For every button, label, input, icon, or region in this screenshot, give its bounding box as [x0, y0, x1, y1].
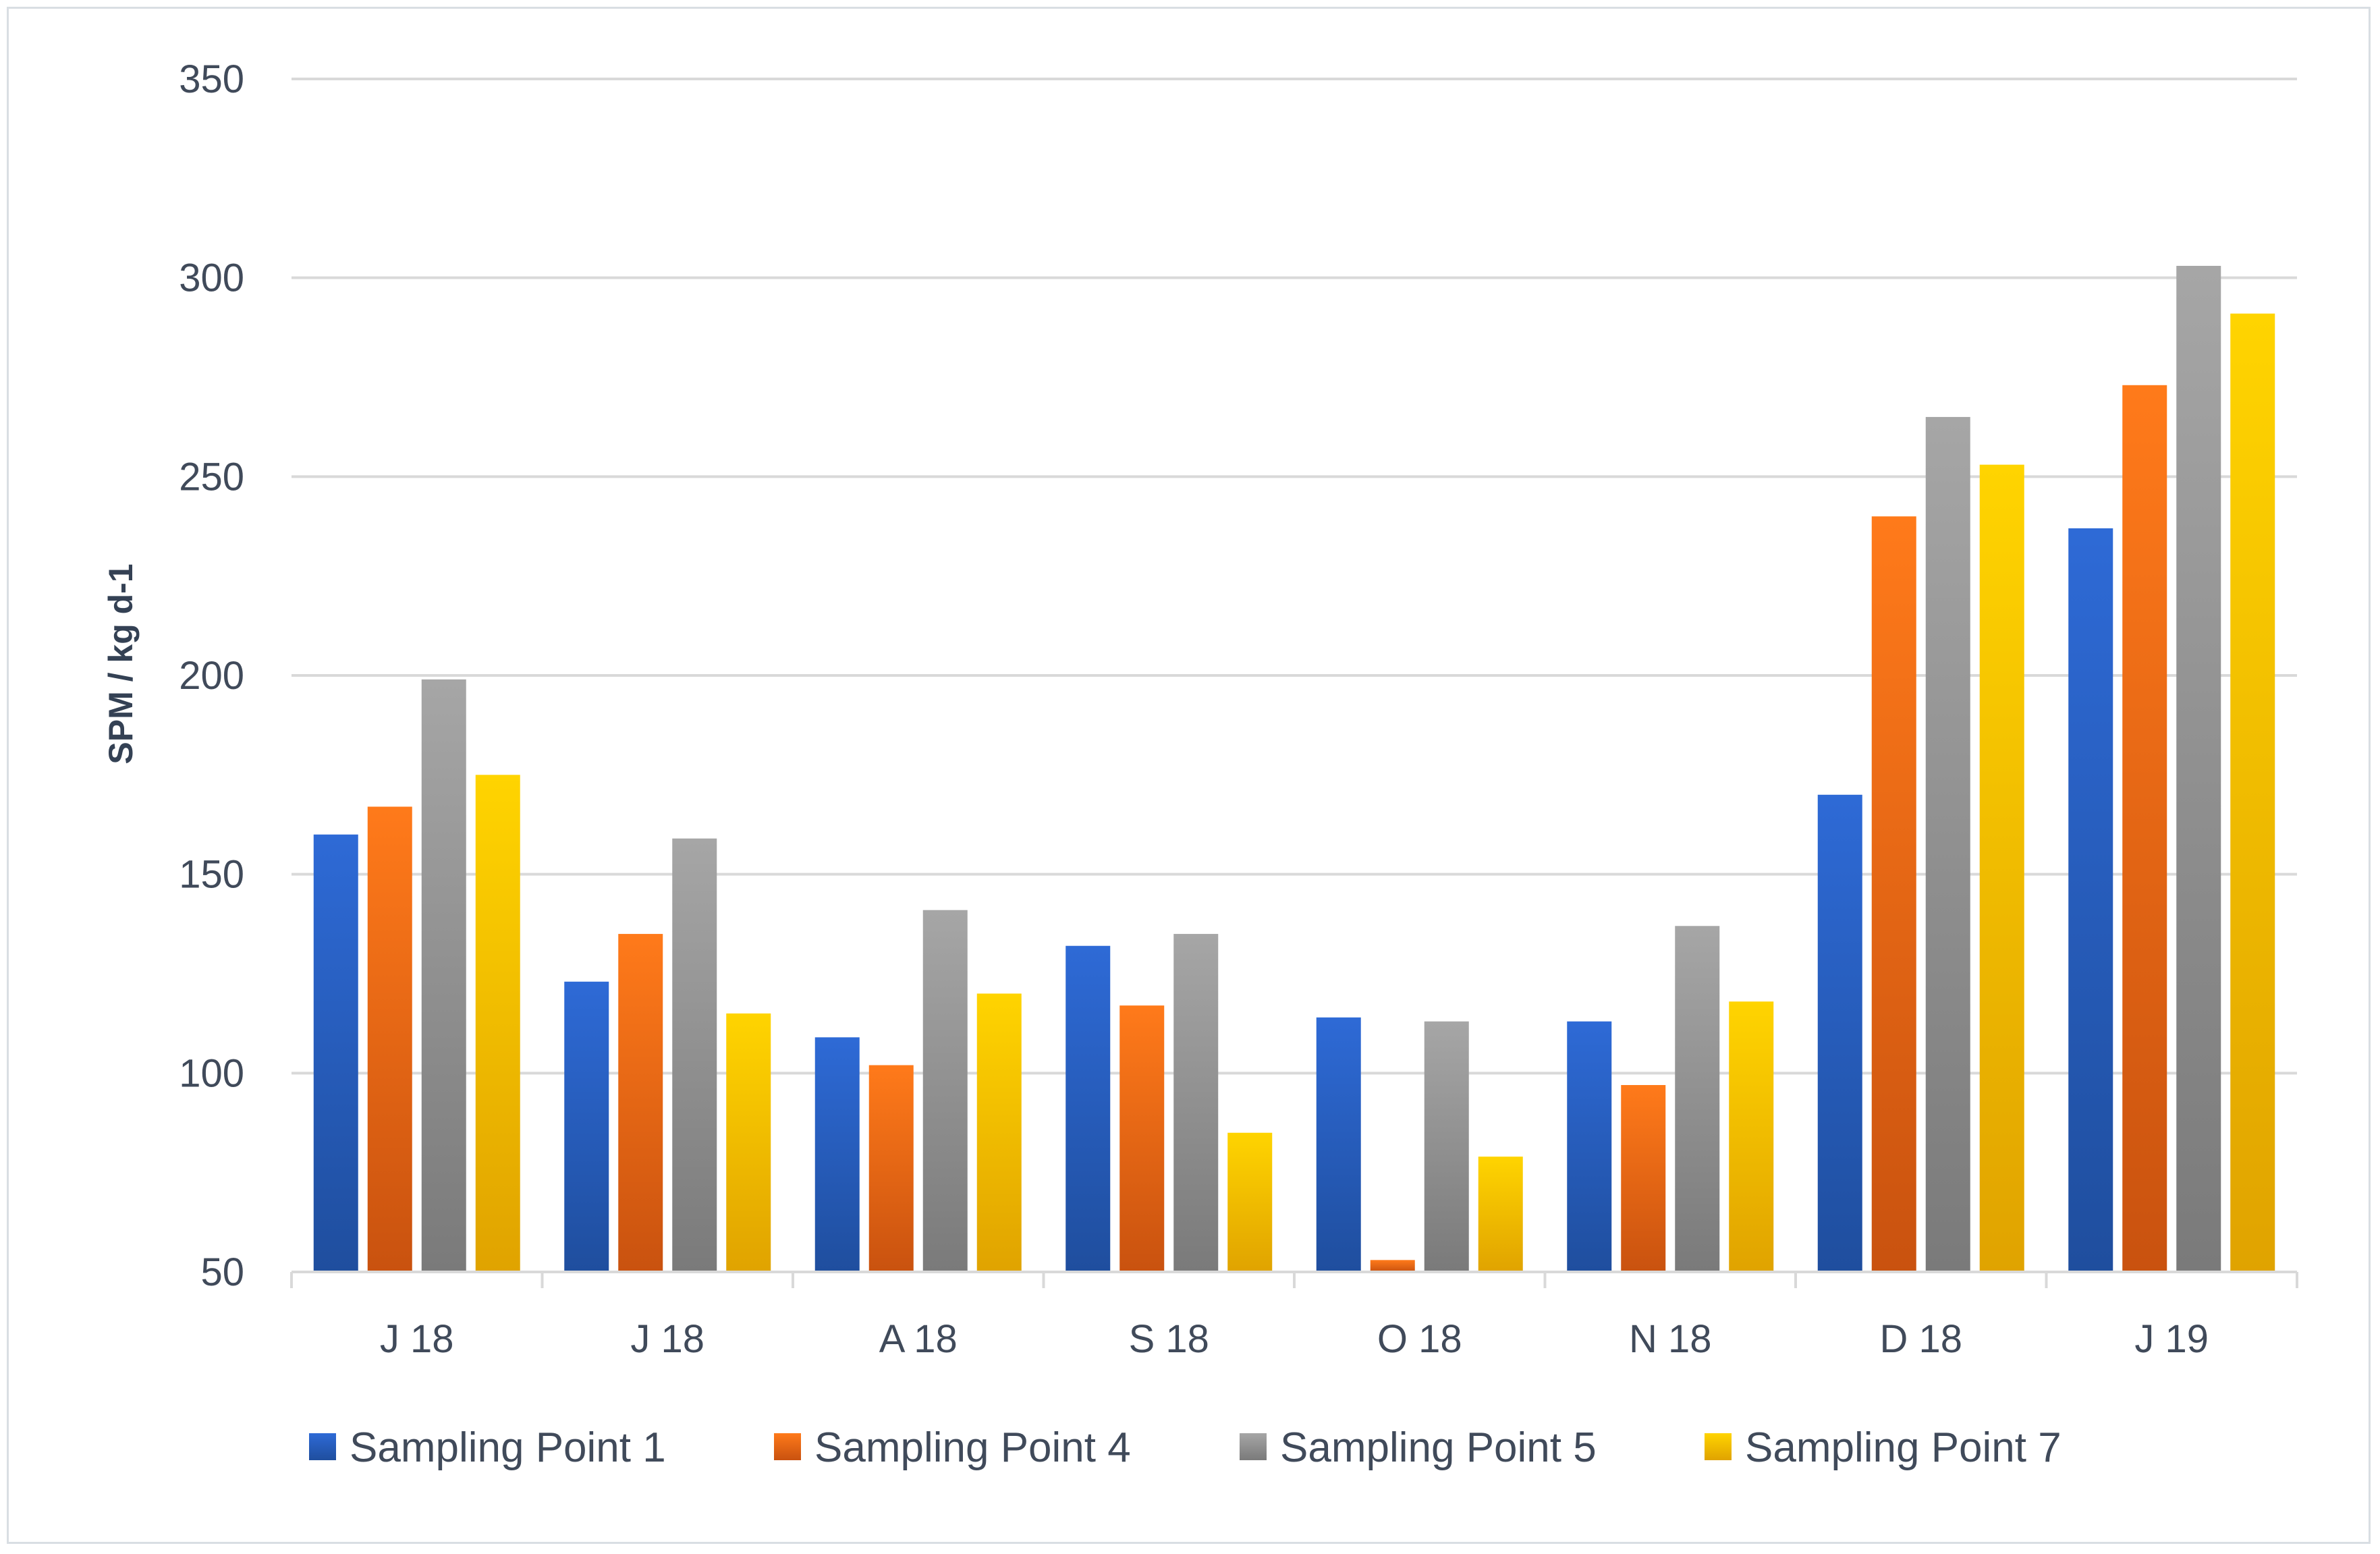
bar-sampling-point-7-7	[2230, 313, 2275, 1272]
bar-sampling-point-5-4	[1424, 1021, 1469, 1272]
legend-label: Sampling Point 1	[350, 1424, 666, 1471]
y-tick-label: 150	[179, 853, 244, 897]
bar-sampling-point-7-2	[976, 993, 1022, 1272]
bar-sampling-point-5-1	[672, 838, 717, 1272]
bar-sampling-point-4-2	[868, 1065, 914, 1272]
bar-sampling-point-5-6	[1925, 416, 1970, 1272]
bar-sampling-point-5-2	[922, 910, 968, 1272]
y-tick-label: 50	[200, 1250, 244, 1294]
legend-swatch	[1705, 1433, 1732, 1460]
y-tick-label: 250	[179, 455, 244, 499]
x-tick-label: J 19	[2134, 1317, 2209, 1361]
x-tick-label: J 18	[380, 1317, 454, 1361]
bar-sampling-point-5-3	[1173, 934, 1219, 1272]
bar-sampling-point-7-4	[1478, 1157, 1523, 1272]
bar-sampling-point-4-5	[1621, 1085, 1666, 1272]
bar-sampling-point-4-1	[618, 934, 663, 1272]
bar-sampling-point-1-7	[2068, 528, 2113, 1272]
legend-item-sampling-point-5: Sampling Point 5	[1240, 1424, 1597, 1471]
legend-label: Sampling Point 7	[1745, 1424, 2061, 1471]
bar-sampling-point-1-3	[1066, 945, 1111, 1272]
bar-sampling-point-4-0	[367, 806, 412, 1272]
bars	[313, 265, 2275, 1273]
bar-sampling-point-1-1	[564, 981, 609, 1272]
legend-label: Sampling Point 4	[814, 1424, 1131, 1471]
bar-sampling-point-5-7	[2176, 265, 2221, 1272]
x-tick-label: S 18	[1129, 1317, 1209, 1361]
bar-sampling-point-1-2	[814, 1037, 860, 1272]
y-tick-label: 100	[179, 1051, 244, 1095]
y-tick-label: 200	[179, 654, 244, 698]
legend-item-sampling-point-7: Sampling Point 7	[1705, 1424, 2061, 1471]
bar-sampling-point-5-5	[1675, 926, 1720, 1272]
x-tick-label: N 18	[1629, 1317, 1712, 1361]
bar-sampling-point-7-5	[1729, 1001, 1774, 1272]
x-tick-label: D 18	[1879, 1317, 1962, 1361]
bar-sampling-point-1-6	[1817, 794, 1862, 1272]
x-tick-label: A 18	[879, 1317, 958, 1361]
x-axis-ticks: J 18 J 18 A 18 S 18 O 18 N 18 D 18 J 19	[380, 1317, 2209, 1361]
bar-sampling-point-4-4	[1370, 1260, 1415, 1272]
x-tick-label: J 18	[630, 1317, 704, 1361]
legend-swatch	[1240, 1433, 1267, 1460]
bar-sampling-point-1-0	[313, 834, 358, 1272]
bar-sampling-point-1-5	[1567, 1021, 1612, 1272]
y-tick-label: 350	[179, 57, 244, 101]
y-axis-label: SPM / kg d-1	[102, 563, 140, 764]
legend-label: Sampling Point 5	[1280, 1424, 1597, 1471]
legend-item-sampling-point-1: Sampling Point 1	[309, 1424, 666, 1471]
bar-sampling-point-7-0	[475, 775, 520, 1272]
x-axis	[290, 1271, 2298, 1288]
legend-swatch	[309, 1433, 336, 1460]
y-axis-ticks: 50 100 150 200 250 300 350	[179, 57, 244, 1294]
bar-sampling-point-7-6	[1979, 464, 2024, 1272]
bar-sampling-point-4-3	[1119, 1005, 1165, 1272]
bar-sampling-point-5-0	[421, 679, 466, 1272]
y-tick-label: 300	[179, 256, 244, 300]
bar-sampling-point-4-6	[1871, 516, 1916, 1273]
chart-frame	[7, 7, 2371, 1544]
bar-sampling-point-4-7	[2122, 385, 2167, 1273]
bar-sampling-point-7-1	[726, 1013, 771, 1272]
legend-item-sampling-point-4: Sampling Point 4	[774, 1424, 1131, 1471]
bar-sampling-point-1-4	[1316, 1017, 1361, 1272]
legend-swatch	[774, 1433, 801, 1460]
bar-sampling-point-7-3	[1227, 1132, 1273, 1272]
legend: Sampling Point 1 Sampling Point 4 Sampling…	[309, 1424, 2061, 1471]
x-tick-label: O 18	[1377, 1317, 1462, 1361]
